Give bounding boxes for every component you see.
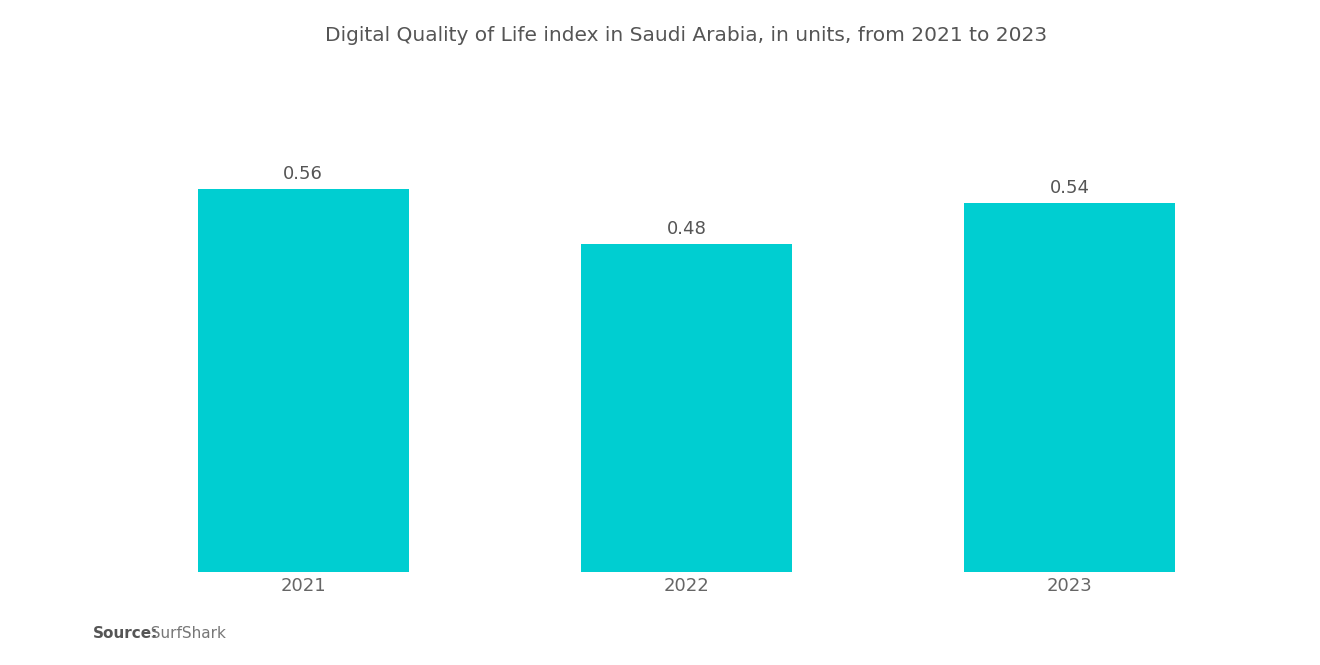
Text: 0.48: 0.48: [667, 219, 706, 237]
Bar: [581, 244, 792, 572]
Bar: [964, 203, 1175, 572]
Text: 0.56: 0.56: [284, 165, 323, 183]
Bar: [198, 189, 409, 572]
Text: Source:: Source:: [92, 626, 158, 642]
Text: SurfShark: SurfShark: [141, 626, 226, 642]
Text: 0.54: 0.54: [1049, 179, 1089, 197]
Title: Digital Quality of Life index in Saudi Arabia, in units, from 2021 to 2023: Digital Quality of Life index in Saudi A…: [325, 26, 1048, 45]
